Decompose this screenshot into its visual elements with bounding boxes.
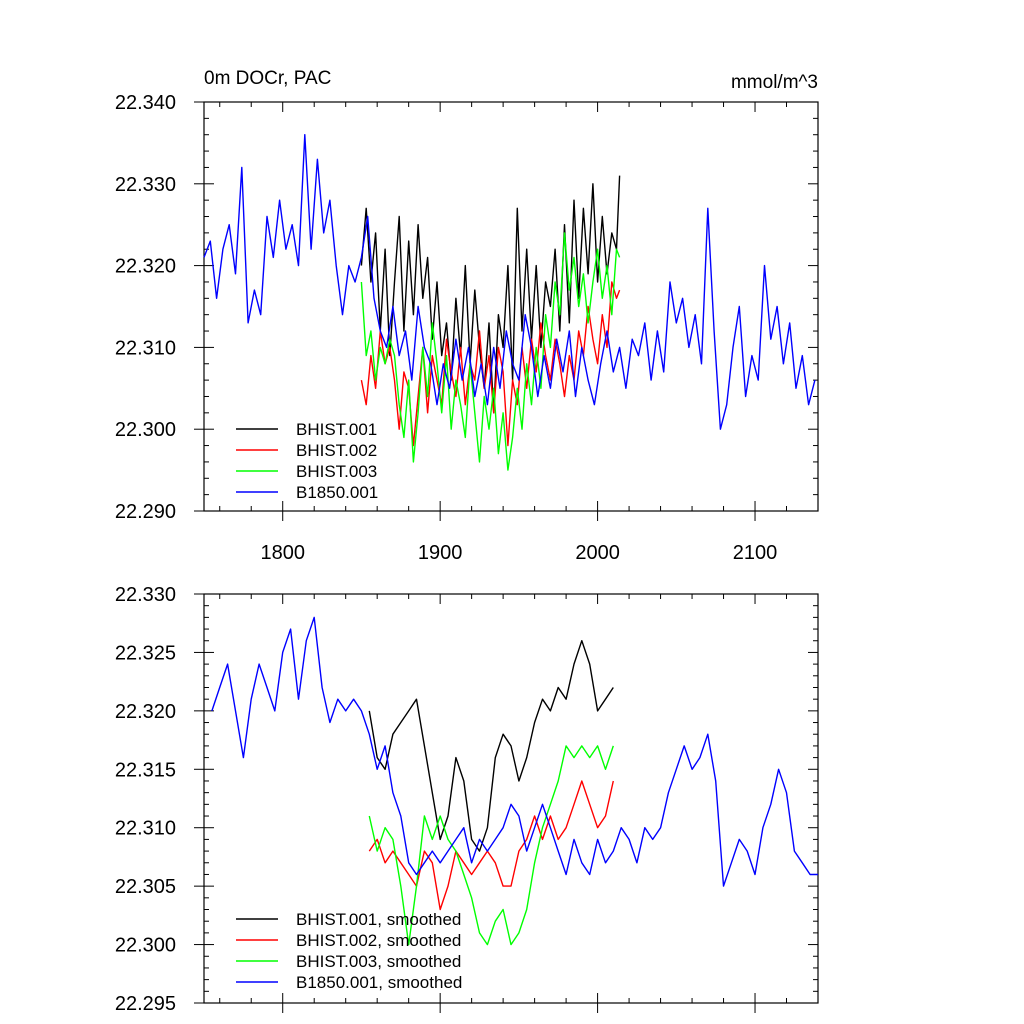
bottom-legend-label: BHIST.003, smoothed — [296, 952, 461, 971]
bottom-legend-label: BHIST.002, smoothed — [296, 931, 461, 950]
bottom-series-line-bhist-003-smoothed — [368, 745, 614, 946]
top-y-tick-label: 22.290 — [115, 501, 176, 523]
bottom-y-tick-label: 22.305 — [115, 876, 176, 898]
top-x-tick-label: 1900 — [418, 542, 463, 564]
top-series-line-bhist-003 — [360, 232, 621, 471]
top-panel-legend: BHIST.001 BHIST.002 BHIST.003 B1850.001 — [236, 420, 378, 502]
bottom-panel-series — [211, 616, 818, 946]
top-panel-axes: 22.290 22.300 22.310 22.320 22.330 22.340 1800… — [115, 92, 819, 564]
bottom-series-line-b1850-001-smoothed — [211, 616, 818, 887]
bottom-panel-axes: 22.295 22.300 22.305 22.310 22.315 22.320 22.3… — [115, 584, 819, 1015]
top-x-tick-label: 1800 — [260, 542, 305, 564]
bottom-legend-label: BHIST.001, smoothed — [296, 910, 461, 929]
top-legend-label: BHIST.002 — [296, 441, 377, 460]
bottom-y-tick-label: 22.330 — [115, 584, 176, 606]
top-panel-title: 0m DOCr, PAC — [204, 68, 331, 89]
bottom-y-tick-label: 22.320 — [115, 701, 176, 723]
bottom-y-tick-label: 22.295 — [115, 993, 176, 1015]
bottom-series-line-bhist-002-smoothed — [368, 780, 614, 911]
bottom-y-tick-label: 22.325 — [115, 642, 176, 664]
top-panel-series — [203, 133, 816, 471]
bottom-y-tick-label: 22.300 — [115, 935, 176, 957]
top-y-tick-label: 22.330 — [115, 174, 176, 196]
top-legend-label: B1850.001 — [296, 483, 378, 502]
top-y-tick-label: 22.310 — [115, 337, 176, 359]
bottom-series-line-bhist-001-smoothed — [368, 640, 614, 852]
top-panel: 0m DOCr, PAC mmol/m^3 22.290 22.300 22.310… — [115, 68, 819, 564]
top-x-tick-label: 2100 — [733, 542, 778, 564]
top-x-tick-label: 2000 — [575, 542, 620, 564]
top-panel-units: mmol/m^3 — [731, 72, 818, 93]
top-plot-frame — [203, 101, 819, 512]
bottom-panel: 22.295 22.300 22.305 22.310 22.315 22.320 22.3… — [115, 584, 819, 1015]
top-series-line-bhist-002 — [360, 281, 621, 447]
top-y-tick-label: 22.340 — [115, 92, 176, 114]
top-legend-label: BHIST.003 — [296, 462, 377, 481]
bottom-y-tick-label: 22.315 — [115, 759, 176, 781]
bottom-y-tick-label: 22.310 — [115, 818, 176, 840]
bottom-panel-legend: BHIST.001, smoothed BHIST.002, smoothed BH… — [236, 910, 462, 992]
top-y-tick-label: 22.300 — [115, 419, 176, 441]
top-y-tick-label: 22.320 — [115, 256, 176, 278]
top-legend-label: BHIST.001 — [296, 420, 377, 439]
bottom-plot-frame — [203, 593, 819, 1004]
bottom-legend-label: B1850.001, smoothed — [296, 973, 462, 992]
top-series-line-b1850-001 — [203, 133, 816, 430]
